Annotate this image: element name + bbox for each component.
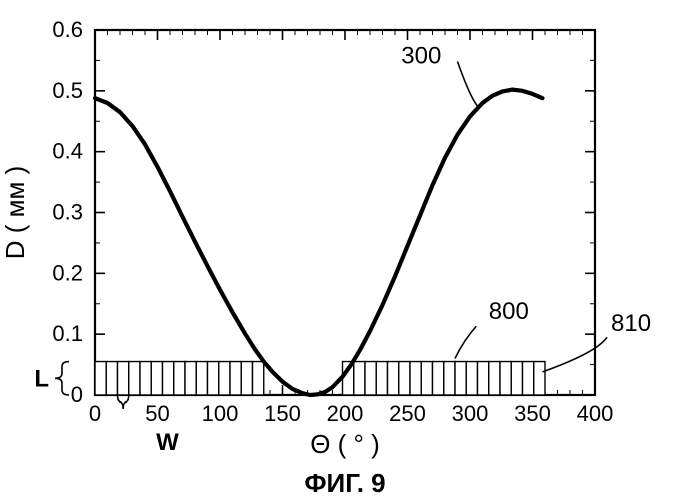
x-tick-label: 100 — [202, 401, 239, 426]
probe-bar — [365, 362, 376, 395]
probe-bar — [410, 362, 421, 395]
x-tick-label: 50 — [145, 401, 169, 426]
probe-bar — [196, 362, 207, 395]
probe-bar — [95, 362, 106, 395]
x-tick-label: 0 — [89, 401, 101, 426]
y-tick-label: 0.1 — [52, 321, 83, 346]
probe-bar — [433, 362, 444, 395]
probe-bar — [354, 362, 365, 395]
probe-bar — [185, 362, 196, 395]
label-L: L — [34, 365, 49, 392]
y-tick-label: 0.6 — [52, 17, 83, 42]
label-W: W — [156, 429, 179, 456]
probe-bar — [163, 362, 174, 395]
y-tick-label: 0.2 — [52, 260, 83, 285]
x-tick-label: 150 — [264, 401, 301, 426]
figure-chart: 0 50 100 150 200 250 300 350 400 0 0.1 0.2 0.3 0.4 0.5… — [0, 0, 678, 500]
probe-bar — [253, 362, 264, 395]
probe-bar — [500, 362, 511, 395]
probe-bar — [151, 362, 162, 395]
x-tick-label: 400 — [577, 401, 614, 426]
callout-300: 300 — [401, 42, 441, 69]
probe-bar — [106, 362, 117, 395]
callout-810: 810 — [611, 310, 651, 337]
x-axis-label: Θ ( ° ) — [310, 429, 380, 459]
probe-bar — [399, 362, 410, 395]
probe-bar — [376, 362, 387, 395]
probe-bar — [230, 362, 241, 395]
probe-bar — [174, 362, 185, 395]
probe-bar — [140, 362, 151, 395]
probe-bar — [241, 362, 252, 395]
probe-bar — [466, 362, 477, 395]
probe-bar — [511, 362, 522, 395]
probe-bar — [478, 362, 489, 395]
y-tick-label: 0.3 — [52, 200, 83, 225]
probe-bar — [455, 362, 466, 395]
x-tick-label: 250 — [389, 401, 426, 426]
probe-bar — [523, 362, 534, 395]
x-tick-label: 300 — [452, 401, 489, 426]
probe-bar — [444, 362, 455, 395]
probe-bar — [421, 362, 432, 395]
x-tick-label: 200 — [327, 401, 364, 426]
probe-bar — [129, 362, 140, 395]
y-tick-label: 0.5 — [52, 78, 83, 103]
probe-bar — [534, 362, 545, 395]
probe-bar — [388, 362, 399, 395]
probe-bar — [489, 362, 500, 395]
y-tick-label: 0 — [71, 382, 83, 407]
y-tick-label: 0.4 — [52, 139, 83, 164]
callout-800: 800 — [489, 298, 529, 325]
probe-bar — [219, 362, 230, 395]
probe-bar — [118, 362, 129, 395]
probe-bar — [208, 362, 219, 395]
x-tick-label: 350 — [514, 401, 551, 426]
y-axis-label: D ( мм ) — [0, 166, 30, 260]
figure-caption: ФИГ. 9 — [304, 468, 385, 498]
